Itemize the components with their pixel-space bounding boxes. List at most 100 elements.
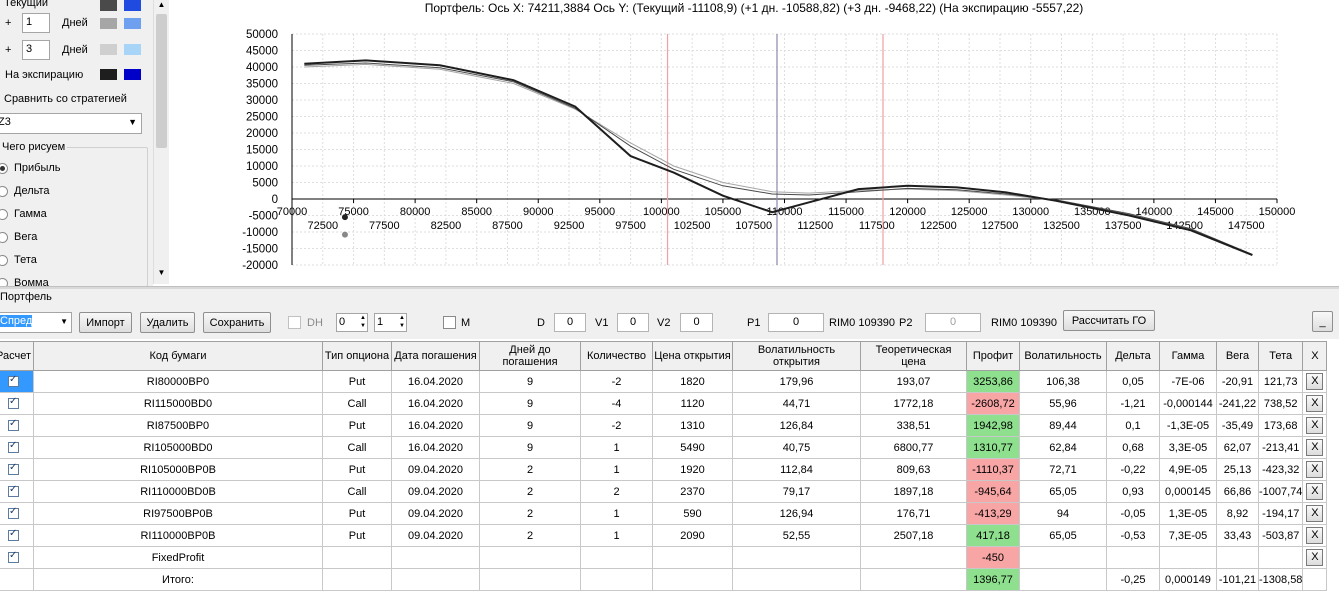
plus3-color-b[interactable] — [124, 44, 141, 55]
v2-field[interactable]: 0 — [680, 313, 713, 332]
strategy-select[interactable]: Спред ▼ — [0, 312, 72, 333]
spin2-input[interactable]: 1 ▲ ▼ — [374, 313, 407, 332]
calc-checkbox[interactable] — [8, 484, 19, 498]
table-cell: -945,64 — [966, 480, 1020, 503]
calc-cell[interactable] — [0, 436, 34, 459]
table-row[interactable]: RI105000BP0BPut09.04.2020211920112,84809… — [0, 458, 1328, 481]
column-header[interactable]: Теоретическая цена — [860, 341, 967, 371]
spin-arrows-icon[interactable]: ▲ ▼ — [399, 315, 405, 329]
spin-arrows-icon[interactable]: ▲ ▼ — [360, 315, 366, 329]
calc-cell[interactable] — [0, 480, 34, 503]
import-button[interactable]: Импорт — [79, 312, 132, 333]
table-row[interactable]: RI110000BP0BPut09.04.202021209052,552507… — [0, 524, 1328, 547]
calc-checkbox[interactable] — [8, 462, 19, 476]
spin1-input[interactable]: 0 ▲ ▼ — [336, 313, 368, 332]
remove-row-button[interactable]: X — [1306, 527, 1324, 544]
column-header[interactable]: Профит — [966, 341, 1020, 371]
radio-vega[interactable] — [0, 232, 8, 243]
radio-delta[interactable] — [0, 186, 8, 197]
remove-row-button[interactable]: X — [1306, 483, 1324, 500]
radio-vomma[interactable] — [0, 278, 8, 288]
column-header[interactable]: Дней до погашения — [479, 341, 581, 371]
remove-row-button[interactable]: X — [1306, 373, 1324, 390]
remove-row-button[interactable]: X — [1306, 417, 1324, 434]
scroll-down-icon[interactable]: ▼ — [157, 268, 166, 277]
current-color-b[interactable] — [124, 0, 141, 11]
expiry-color-a[interactable] — [100, 69, 117, 80]
chart-area[interactable]: Портфель: Ось X: 74211,3884 Ось Y: (Теку… — [169, 0, 1339, 286]
legend-scrollbar[interactable]: ▲ ▼ — [153, 0, 169, 284]
calc-cell[interactable] — [0, 370, 34, 393]
radio-gamma[interactable] — [0, 209, 8, 220]
column-header[interactable]: X — [1302, 341, 1328, 371]
remove-row-button[interactable]: X — [1306, 549, 1324, 566]
day2-input[interactable]: 3 — [22, 40, 50, 60]
table-row[interactable]: RI87500BP0Put16.04.20209-21310126,84338,… — [0, 414, 1328, 437]
table-row[interactable]: RI115000BD0Call16.04.20209-4112044,71177… — [0, 392, 1328, 415]
radio-profit[interactable] — [0, 163, 8, 174]
splitter[interactable] — [0, 286, 1339, 289]
plus3-color-a[interactable] — [100, 44, 117, 55]
table-cell: -7E-06 — [1159, 370, 1217, 393]
table-row[interactable]: RI105000BD0Call16.04.202091549040,756800… — [0, 436, 1328, 459]
collapse-button[interactable]: _ — [1312, 311, 1333, 332]
column-header[interactable]: Тип опциона — [322, 341, 392, 371]
column-header[interactable]: Дельта — [1106, 341, 1160, 371]
scroll-thumb[interactable] — [156, 14, 167, 148]
calc-cell[interactable] — [0, 568, 34, 591]
column-header[interactable]: Волатильность открытия — [732, 341, 861, 371]
column-header[interactable]: Дата погашения — [391, 341, 480, 371]
column-header[interactable]: Гамма — [1159, 341, 1217, 371]
table-row[interactable]: RI80000BP0Put16.04.20209-21820179,96193,… — [0, 370, 1328, 393]
calc-cell[interactable] — [0, 458, 34, 481]
calc-checkbox[interactable] — [8, 440, 19, 454]
save-button[interactable]: Сохранить — [203, 312, 271, 333]
plus1-color-a[interactable] — [100, 18, 117, 29]
calc-cell[interactable] — [0, 546, 34, 569]
remove-row-button[interactable]: X — [1306, 461, 1324, 478]
calc-go-button[interactable]: Рассчитать ГО — [1063, 310, 1155, 331]
dh-checkbox[interactable] — [288, 316, 301, 329]
remove-row-button[interactable]: X — [1306, 395, 1324, 412]
m-checkbox[interactable] — [443, 316, 456, 329]
column-header[interactable]: Цена открытия — [652, 341, 733, 371]
table-row[interactable]: RI110000BD0BCall09.04.202022237079,17189… — [0, 480, 1328, 503]
column-header[interactable]: Количество — [580, 341, 653, 371]
scroll-up-icon[interactable]: ▲ — [157, 0, 166, 9]
calc-checkbox[interactable] — [8, 396, 19, 410]
calc-checkbox[interactable] — [8, 418, 19, 432]
table-row[interactable]: FixedProfit -450 X — [0, 546, 1328, 569]
v1-field[interactable]: 0 — [617, 313, 649, 332]
calc-checkbox[interactable] — [8, 550, 19, 564]
plus1-color-b[interactable] — [124, 18, 141, 29]
calc-cell[interactable] — [0, 414, 34, 437]
p2-field[interactable]: 0 — [925, 313, 981, 332]
day1-input[interactable]: 1 — [22, 13, 50, 33]
compare-select[interactable]: Z3 ▼ — [0, 113, 142, 134]
calc-cell[interactable] — [0, 392, 34, 415]
column-header[interactable]: Вега — [1216, 341, 1259, 371]
current-color-a[interactable] — [100, 0, 117, 11]
column-header[interactable]: Тета — [1257, 341, 1304, 371]
d-field[interactable]: 0 — [554, 313, 586, 332]
column-header[interactable]: Код бумаги — [33, 341, 323, 371]
radio-theta[interactable] — [0, 255, 8, 266]
calc-cell[interactable] — [0, 502, 34, 525]
table-cell — [732, 568, 861, 591]
remove-row-button[interactable]: X — [1306, 505, 1324, 522]
delete-button[interactable]: Удалить — [140, 312, 195, 333]
total-row[interactable]: Итого: 1396,77 -0,25 0,000149 -101,21 -1308,5… — [0, 568, 1328, 591]
calc-checkbox[interactable] — [8, 528, 19, 542]
calc-checkbox[interactable] — [8, 374, 19, 388]
calc-checkbox[interactable] — [8, 506, 19, 520]
column-header[interactable]: Волатильность — [1019, 341, 1107, 371]
table-cell — [479, 546, 581, 569]
p1-field[interactable]: 0 — [768, 313, 824, 332]
table-row[interactable]: RI97500BP0BPut09.04.202021590126,94176,7… — [0, 502, 1328, 525]
calc-cell[interactable] — [0, 524, 34, 547]
column-header[interactable]: Расчет — [0, 341, 34, 371]
remove-row-button[interactable]: X — [1306, 439, 1324, 456]
x-tick-label-upper: 120000 — [889, 206, 926, 218]
expiry-color-b[interactable] — [124, 69, 141, 80]
